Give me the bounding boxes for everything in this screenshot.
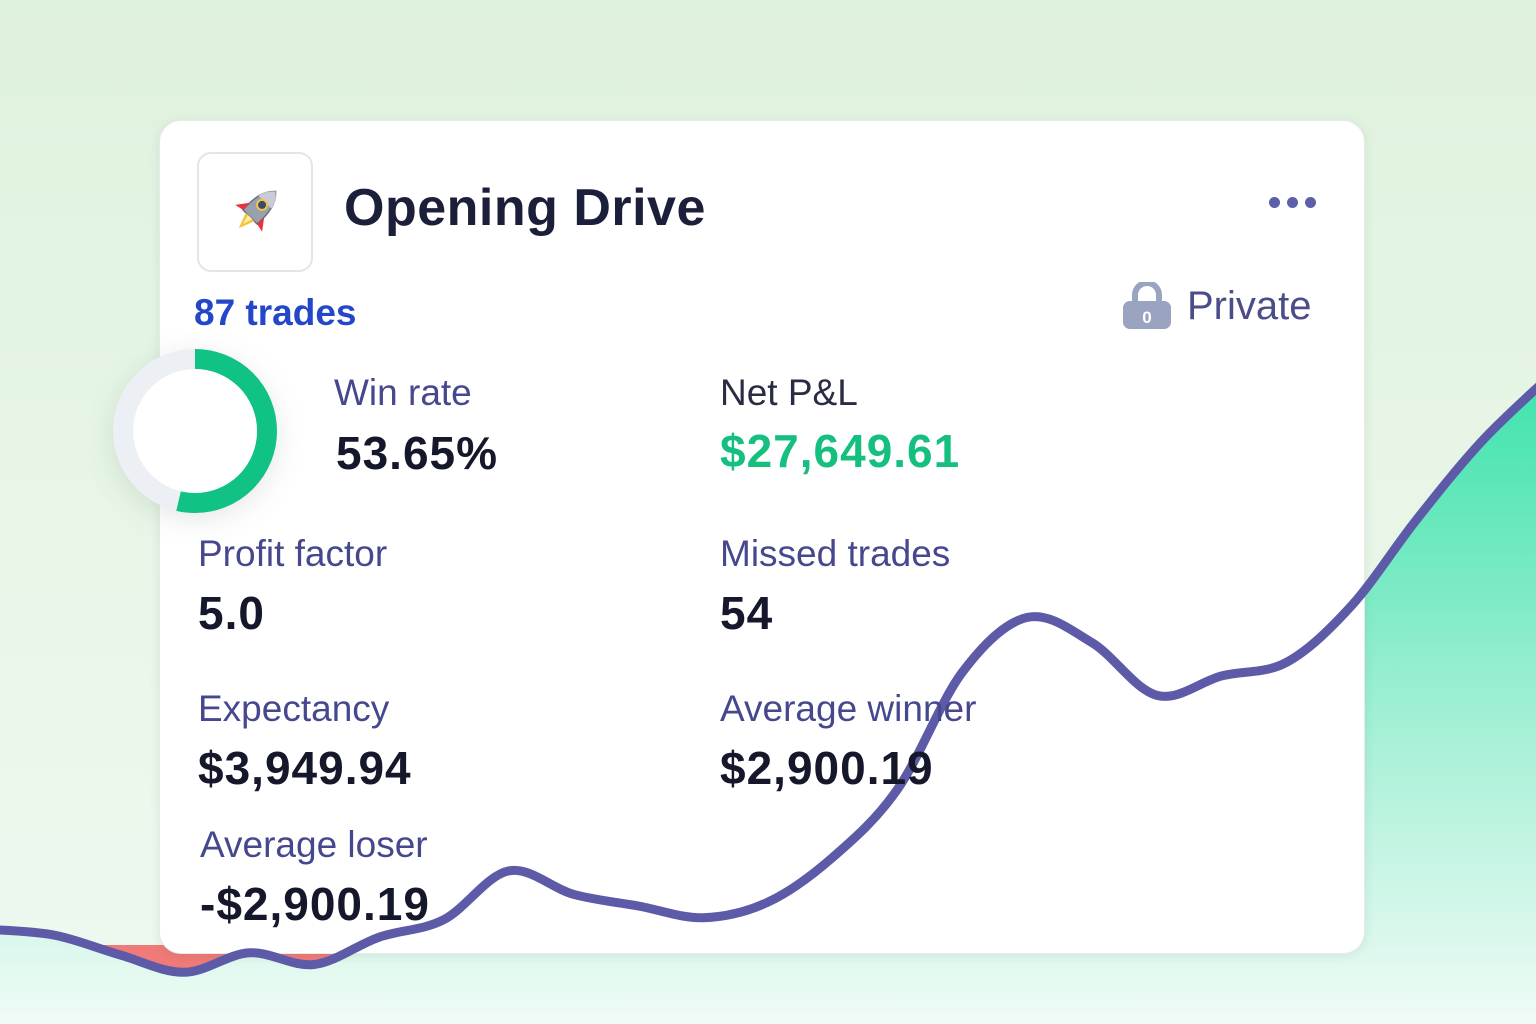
- lock-icon: 0: [1123, 282, 1171, 329]
- visibility-label: Private: [1187, 283, 1312, 328]
- win-rate-label: Win rate: [334, 372, 472, 413]
- strategy-icon-box: [197, 152, 313, 272]
- trades-count-link[interactable]: 87 trades: [194, 292, 357, 333]
- expectancy-value: $3,949.94: [198, 742, 412, 794]
- expectancy-label: Expectancy: [198, 688, 390, 729]
- missed-trades-label: Missed trades: [720, 533, 951, 574]
- donut-hole: [133, 369, 257, 493]
- more-dot: [1268, 196, 1280, 208]
- profit-factor-value: 5.0: [198, 587, 265, 639]
- more-dot: [1286, 196, 1298, 208]
- missed-trades-value: 54: [720, 587, 774, 639]
- average-loser-label: Average loser: [200, 824, 428, 865]
- rocket-icon: [235, 190, 277, 232]
- profit-factor-label: Profit factor: [198, 533, 388, 574]
- average-loser-value: -$2,900.19: [200, 878, 430, 930]
- visibility-indicator: 0 Private: [1121, 282, 1312, 330]
- lock-digit: 0: [1142, 308, 1151, 327]
- average-winner-value: $2,900.19: [720, 742, 934, 794]
- net-pnl-label: Net P&L: [720, 372, 858, 413]
- average-winner-label: Average winner: [720, 688, 977, 729]
- more-options-button[interactable]: [1262, 188, 1322, 216]
- more-dot: [1304, 196, 1316, 208]
- strategy-title: Opening Drive: [344, 179, 706, 237]
- win-rate-donut: [113, 349, 277, 513]
- net-pnl-value: $27,649.61: [720, 425, 961, 477]
- win-rate-value: 53.65%: [336, 427, 499, 479]
